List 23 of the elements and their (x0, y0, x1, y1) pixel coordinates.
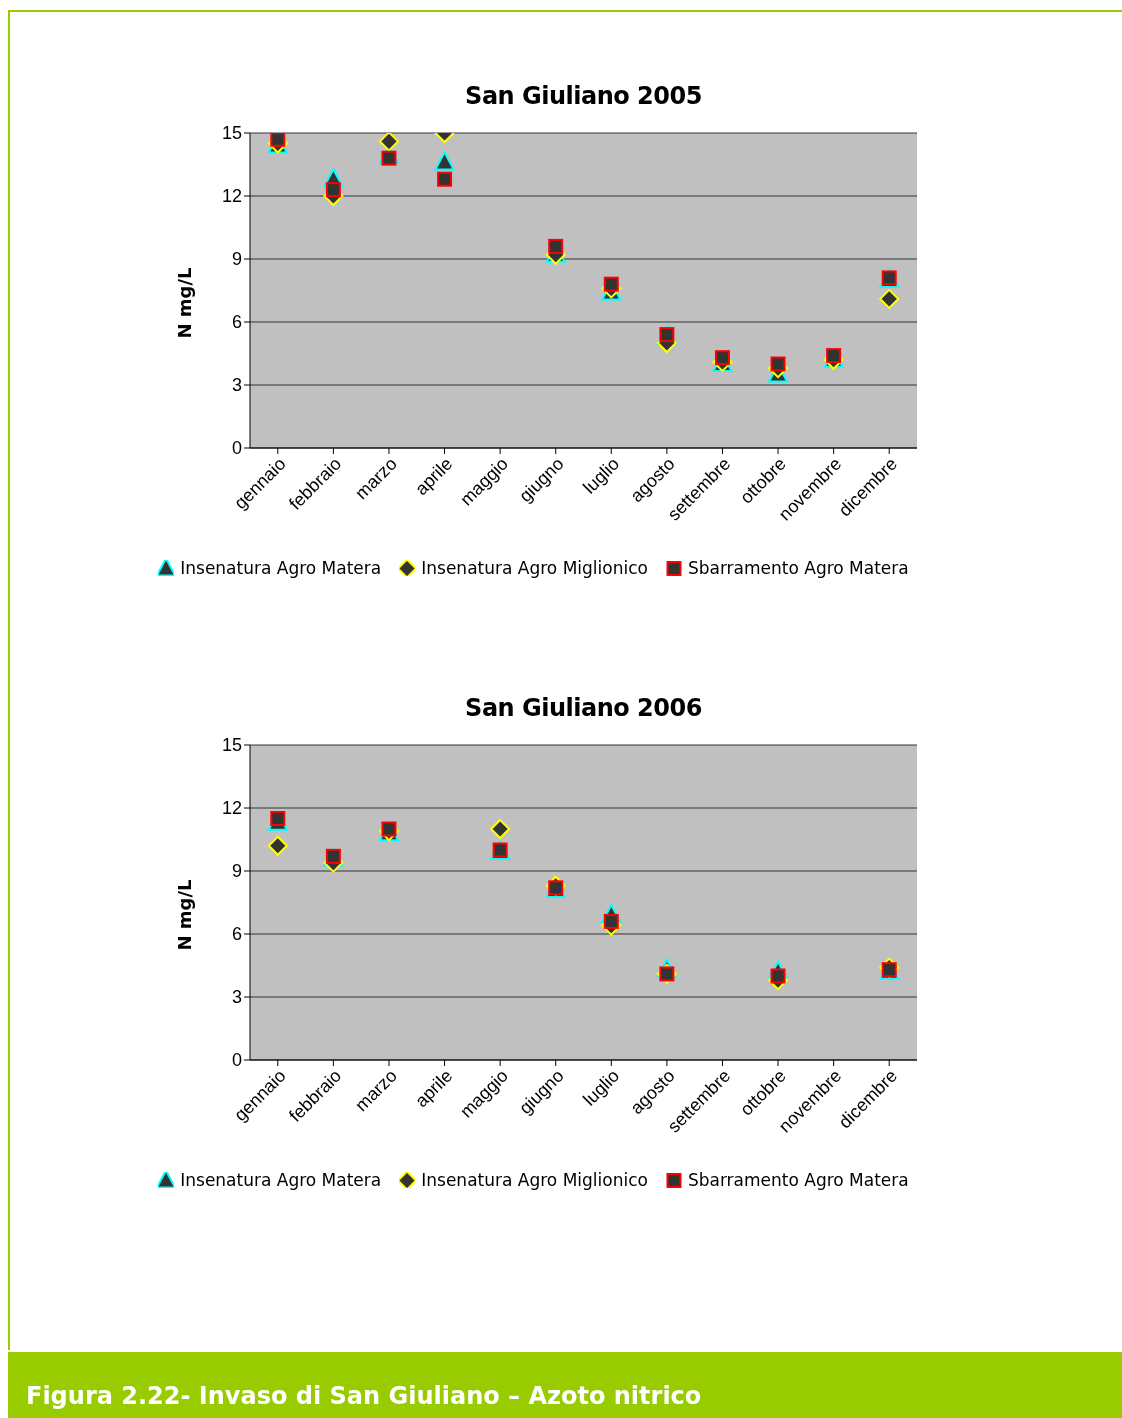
y-tick-label: 15 (221, 123, 242, 144)
y-tick-label: 3 (231, 375, 242, 396)
y-tick-label: 6 (231, 924, 242, 945)
legend-label: Insenatura Agro Matera (180, 558, 382, 578)
y-tick-label: 12 (221, 186, 242, 207)
y-axis-title: N mg/L (174, 878, 196, 953)
legend-label: Sbarramento Agro Matera (687, 558, 909, 578)
y-axis-title: N mg/L (174, 266, 196, 341)
text: Figura 2.22- Invaso di San Giuliano – Azoto nitrico (26, 1382, 702, 1410)
chart-title: San Giuliano 2005 (464, 82, 703, 110)
y-tick-label: 9 (231, 249, 242, 270)
y-tick-label: 6 (231, 312, 242, 333)
legend-label: Insenatura Agro Matera (180, 1170, 382, 1190)
chart-title: San Giuliano 2006 (464, 694, 703, 722)
legend-label: Sbarramento Agro Matera (687, 1170, 909, 1190)
y-tick-label: 3 (231, 987, 242, 1008)
y-tick-label: 15 (221, 735, 242, 756)
y-tick-label: 12 (221, 798, 242, 819)
legend-label: Insenatura Agro Miglionico (421, 1170, 648, 1190)
y-tick-label: 0 (231, 1050, 242, 1071)
y-tick-label: 0 (231, 438, 242, 459)
legend-label: Insenatura Agro Miglionico (421, 558, 648, 578)
y-tick-label: 9 (231, 861, 242, 882)
